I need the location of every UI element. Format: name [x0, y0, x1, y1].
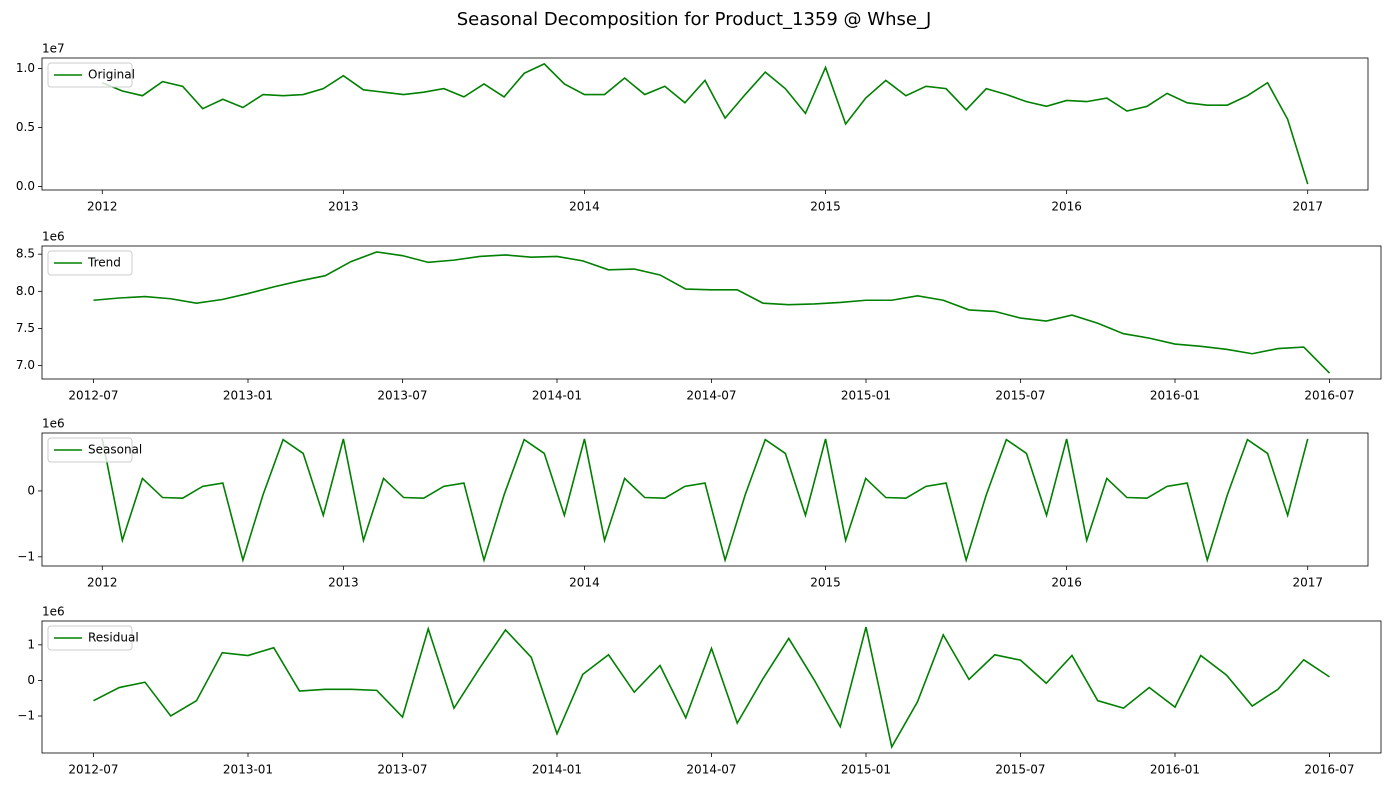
x-tick-label: 2014-01 [532, 763, 582, 777]
y-tick-label: 1.0 [16, 61, 35, 75]
x-tick-label: 2016-01 [1150, 389, 1200, 403]
y-tick-label: 8.0 [16, 284, 35, 298]
x-tick-label: 2013-01 [223, 389, 273, 403]
legend-box [47, 62, 133, 88]
x-tick-label: 2013-07 [377, 763, 427, 777]
series-line [93, 251, 1331, 374]
legend-box [47, 437, 133, 463]
y-tick-label: 7.5 [16, 321, 35, 335]
legend-box [47, 625, 133, 651]
x-tick-label: 2016 [1051, 576, 1082, 590]
y-multiplier: 1e6 [42, 605, 65, 619]
x-tick-label: 2016-01 [1150, 763, 1200, 777]
y-multiplier: 1e6 [42, 417, 65, 431]
y-tick-label: −1 [17, 549, 35, 563]
x-tick-label: 2014-07 [686, 763, 736, 777]
x-tick-label: 2012 [87, 200, 118, 214]
x-tick-label: 2016-07 [1304, 389, 1354, 403]
x-tick-label: 2015 [810, 576, 841, 590]
y-tick-label: 8.5 [16, 247, 35, 261]
plot-frame [41, 432, 1369, 567]
x-tick-label: 2013-07 [377, 389, 427, 403]
series-line [93, 626, 1330, 750]
x-tick-label: 2012-07 [68, 389, 118, 403]
plot-frame [41, 620, 1382, 754]
legend-box [47, 250, 133, 276]
series-line [101, 62, 1309, 185]
y-tick-label: 0 [27, 673, 35, 687]
y-tick-label: −1 [17, 708, 35, 722]
legend-label: Seasonal [88, 443, 142, 457]
x-tick-label: 2015-01 [841, 389, 891, 403]
y-tick-label: 7.0 [16, 358, 35, 372]
x-tick-label: 2015 [810, 200, 841, 214]
y-tick-label: 0.0 [16, 179, 35, 193]
x-tick-label: 2017 [1292, 576, 1323, 590]
x-tick-label: 2014-07 [686, 389, 736, 403]
legend-label: Original [88, 68, 135, 82]
x-tick-label: 2014-01 [532, 389, 582, 403]
plot-frame [41, 57, 1369, 191]
x-tick-label: 2015-01 [841, 763, 891, 777]
legend-label: Residual [88, 631, 139, 645]
plot-frame [41, 245, 1382, 380]
y-tick-label: 0.5 [16, 120, 35, 134]
x-tick-label: 2015-07 [995, 763, 1045, 777]
x-tick-label: 2016-07 [1304, 763, 1354, 777]
y-tick-label: 1 [27, 637, 35, 651]
figure-title: Seasonal Decomposition for Product_1359 … [457, 9, 932, 30]
x-tick-label: 2015-07 [995, 389, 1045, 403]
y-multiplier: 1e7 [42, 42, 65, 56]
x-tick-label: 2012-07 [68, 763, 118, 777]
y-tick-label: 0 [27, 483, 35, 497]
legend-label: Trend [87, 256, 121, 270]
x-tick-label: 2013 [328, 576, 359, 590]
x-tick-label: 2014 [569, 200, 600, 214]
x-tick-label: 2016 [1051, 200, 1082, 214]
x-tick-label: 2017 [1292, 200, 1323, 214]
x-tick-label: 2014 [569, 576, 600, 590]
series-line [101, 438, 1309, 563]
x-tick-label: 2013-01 [223, 763, 273, 777]
x-tick-label: 2012 [87, 576, 118, 590]
y-multiplier: 1e6 [42, 230, 65, 244]
x-tick-label: 2013 [328, 200, 359, 214]
